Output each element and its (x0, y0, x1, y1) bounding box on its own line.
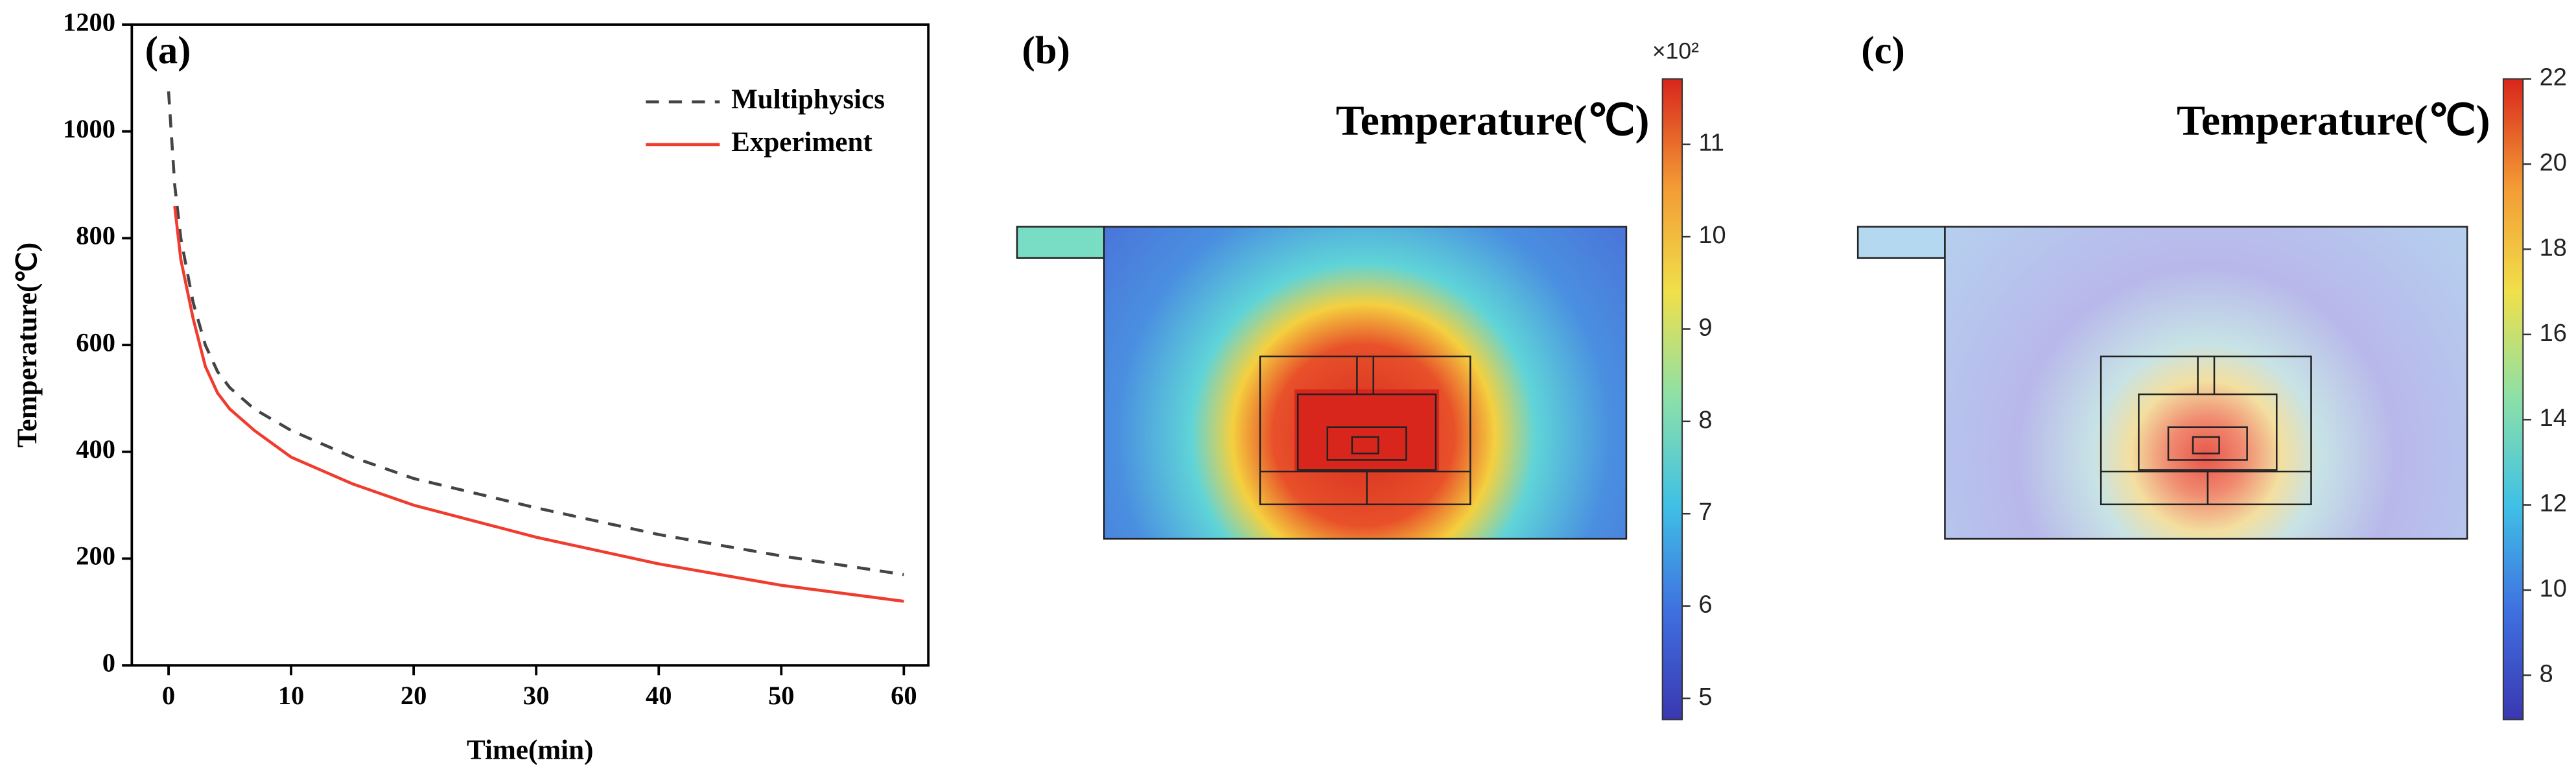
colorbar-tick-label: 8 (2540, 660, 2553, 687)
colorbar-tick-label: 12 (2540, 490, 2567, 517)
y-tick-label: 400 (76, 434, 115, 464)
x-tick-label: 30 (523, 681, 550, 710)
colorbar-tick-label: 16 (2540, 320, 2567, 347)
colorbar-title: Temperature(℃) (2177, 97, 2490, 145)
y-tick-label: 200 (76, 541, 115, 571)
x-tick-label: 40 (646, 681, 672, 710)
panel-label: (a) (145, 29, 191, 73)
data-line (167, 91, 904, 576)
field-image-b (1016, 226, 1628, 540)
panel-label: (b) (1022, 29, 1070, 73)
colorbar-tick-label: 18 (2540, 234, 2567, 261)
y-axis-label: Temperature(℃) (12, 243, 43, 447)
colorbar-tick-label: 10 (2540, 575, 2567, 602)
x-tick-label: 60 (891, 681, 917, 710)
colorbar-tick-label: 8 (1698, 407, 1712, 434)
data-line (173, 206, 904, 603)
x-axis-label: Time(min) (467, 735, 593, 765)
colorbar-tick-label: 9 (1698, 314, 1712, 341)
y-tick-label: 1000 (63, 114, 115, 143)
field-image-c (1856, 226, 2468, 540)
colorbar-title: Temperature(℃) (1336, 97, 1650, 145)
y-tick-label: 600 (76, 327, 115, 357)
colorbar-tick-label: 11 (1698, 130, 1724, 157)
legend-label: Experiment (731, 127, 872, 158)
plot-frame (130, 23, 930, 667)
colorbar-tick-label: 20 (2540, 149, 2567, 176)
x-tick-label: 10 (278, 681, 305, 710)
colorbar (2502, 78, 2524, 720)
colorbar (1661, 78, 1683, 720)
colorbar-tick-label: 14 (2540, 405, 2567, 432)
y-tick-label: 1200 (63, 7, 115, 36)
x-tick-label: 0 (162, 681, 175, 710)
colorbar-multiplier: ×10² (1652, 38, 1699, 64)
colorbar-tick-label: 7 (1698, 499, 1712, 526)
x-tick-label: 50 (768, 681, 795, 710)
x-tick-label: 20 (401, 681, 427, 710)
y-tick-label: 800 (76, 221, 115, 250)
colorbar-tick-label: 6 (1698, 591, 1712, 619)
legend-label: Multiphysics (731, 84, 885, 115)
panel-label: (c) (1861, 29, 1904, 73)
colorbar-tick-label: 5 (1698, 683, 1712, 711)
colorbar-tick-label: 10 (1698, 222, 1726, 249)
colorbar-tick-label: 22 (2540, 64, 2567, 91)
y-tick-label: 0 (102, 648, 115, 677)
